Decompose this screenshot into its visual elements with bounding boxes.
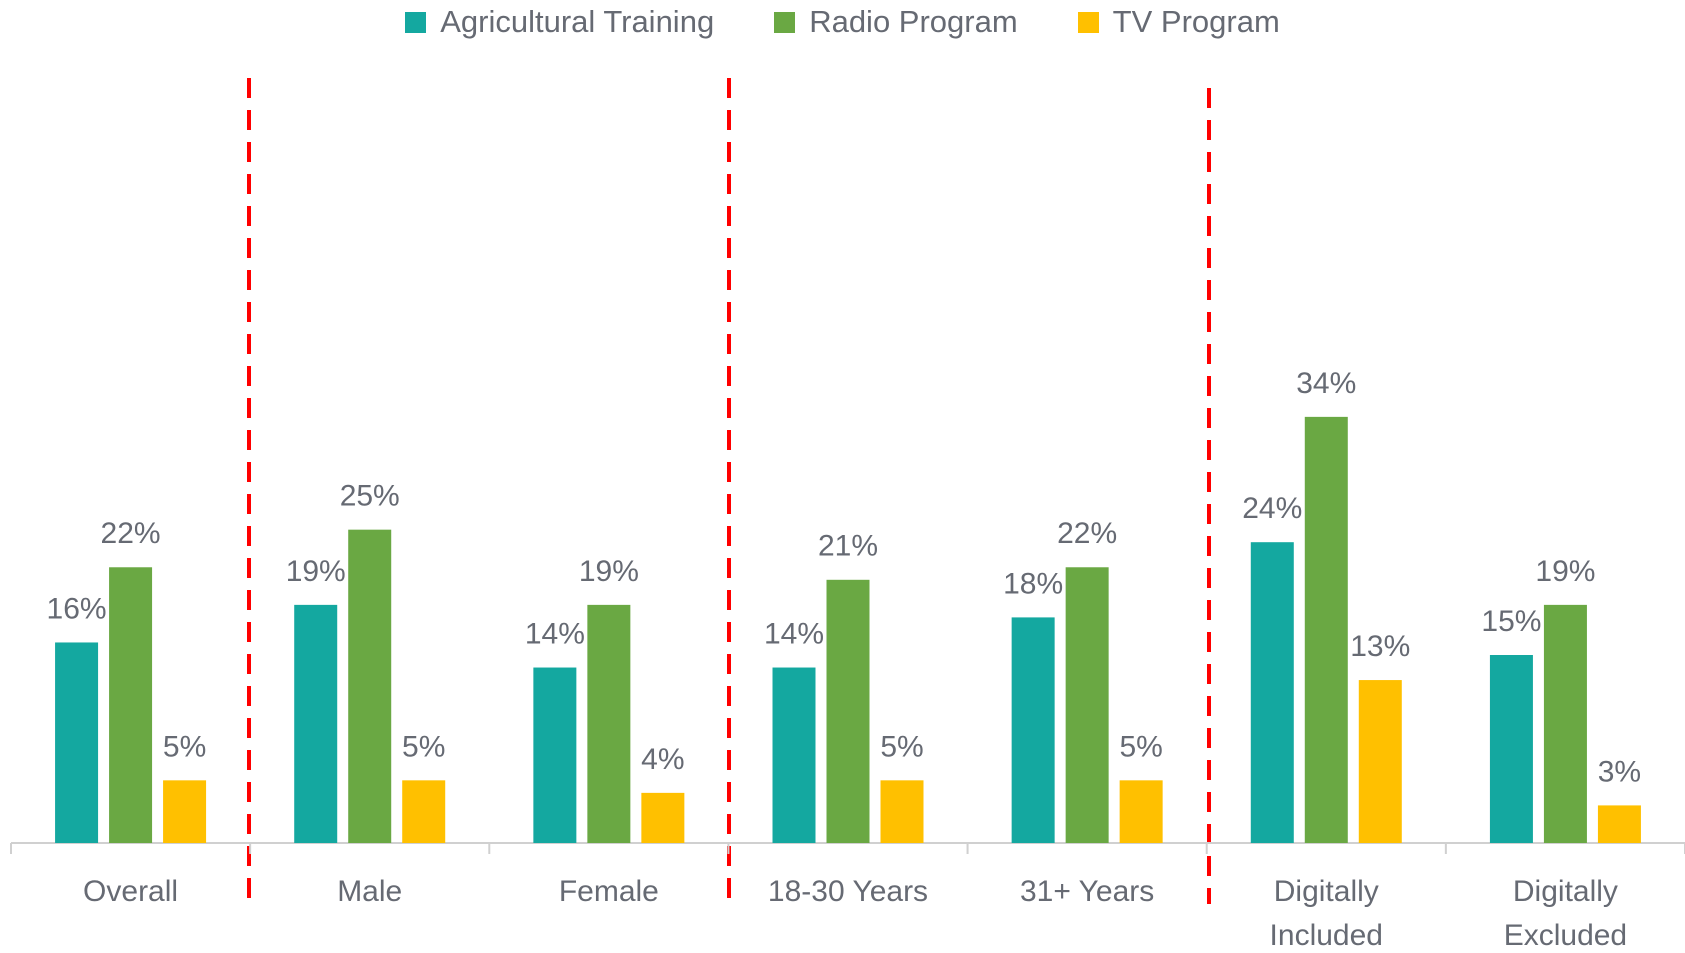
data-label: 3% (1598, 755, 1641, 788)
data-label: 19% (1535, 555, 1595, 588)
bar (1489, 655, 1533, 843)
bar (880, 780, 924, 843)
data-label: 4% (641, 743, 684, 776)
legend-label: Agricultural Training (440, 4, 715, 39)
x-tick-label: Digitally Included (1269, 875, 1383, 952)
bar (533, 667, 577, 843)
bar (641, 792, 685, 843)
bar (163, 780, 207, 843)
x-tick-label: 18-30 Years (767, 875, 929, 908)
legend-label: TV Program (1112, 4, 1280, 39)
data-label: 14% (525, 617, 585, 650)
x-tick-label: 31+ Years (1019, 875, 1155, 908)
data-label: 5% (163, 730, 206, 763)
legend: Agricultural Training Radio Program TV Pro… (0, 4, 1685, 40)
data-label: 19% (579, 555, 639, 588)
data-label: 18% (1003, 567, 1063, 600)
data-label: 22% (1057, 517, 1117, 550)
bar (1543, 604, 1587, 843)
legend-swatch (1077, 11, 1099, 33)
legend-swatch (405, 11, 427, 33)
x-tick-label: Female (558, 875, 659, 908)
bar (348, 529, 392, 843)
bar (1597, 805, 1641, 843)
data-label: 22% (101, 517, 161, 550)
legend-item: Agricultural Training (405, 4, 714, 40)
bar (1065, 567, 1109, 843)
data-label: 25% (340, 480, 400, 513)
legend-swatch (774, 11, 796, 33)
x-tick-label: Digitally Excluded (1503, 875, 1628, 952)
bar (1011, 617, 1055, 843)
bar (294, 604, 338, 843)
data-label: 34% (1296, 367, 1356, 400)
data-label: 15% (1481, 605, 1541, 638)
legend-item: TV Program (1077, 4, 1280, 40)
bar (587, 604, 631, 843)
bar (826, 579, 870, 843)
data-label: 16% (47, 592, 107, 625)
bar (1119, 780, 1163, 843)
bar (1358, 680, 1402, 843)
data-label: 5% (1119, 730, 1162, 763)
bar (772, 667, 816, 843)
bar (402, 780, 446, 843)
x-tick-label: Male (337, 875, 403, 908)
legend-item: Radio Program (774, 4, 1018, 40)
bar (1304, 416, 1348, 843)
data-label: 5% (880, 730, 923, 763)
bar (109, 567, 153, 843)
x-tick-label: Overall (83, 875, 179, 908)
bar (55, 642, 99, 843)
legend-label: Radio Program (809, 4, 1018, 39)
data-label: 13% (1350, 630, 1410, 663)
bar (1250, 542, 1294, 843)
data-label: 5% (402, 730, 445, 763)
data-label: 24% (1242, 492, 1302, 525)
data-label: 21% (818, 530, 878, 563)
data-label: 19% (286, 555, 346, 588)
data-label: 14% (764, 617, 824, 650)
